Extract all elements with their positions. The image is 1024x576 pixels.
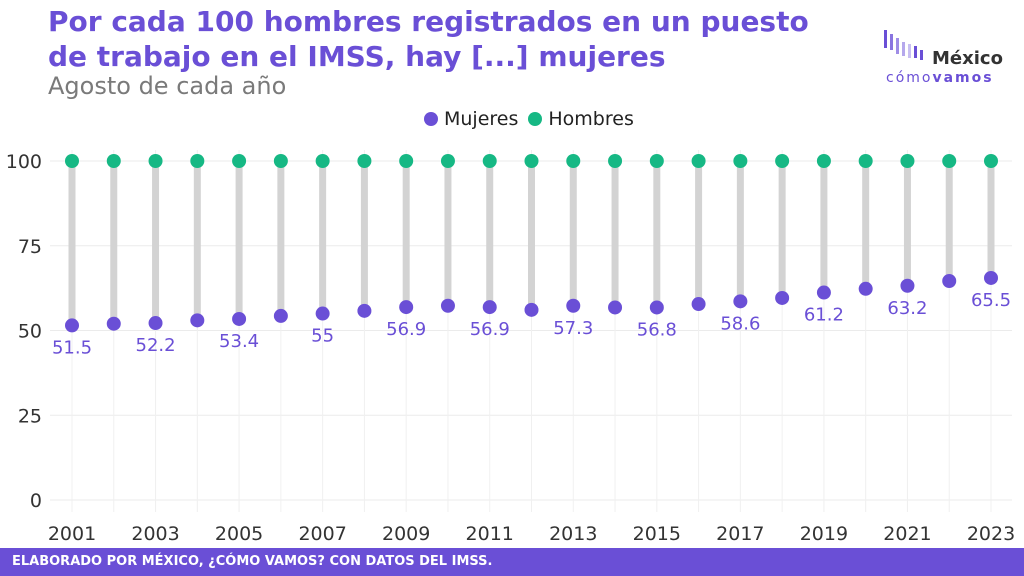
- men-point: [65, 154, 79, 168]
- y-tick-label: 100: [6, 151, 42, 173]
- women-point: [733, 294, 748, 309]
- legend-men-marker: [528, 112, 543, 126]
- legend-item-women: Mujeres: [424, 108, 518, 130]
- logo-sub-text: cómovamos: [886, 70, 994, 86]
- legend-men-label: Hombres: [548, 108, 634, 130]
- men-point: [649, 154, 664, 168]
- x-tick-label: 2005: [215, 523, 263, 545]
- men-point: [858, 154, 873, 168]
- women-point: [608, 300, 623, 315]
- logo-bars-icon: [884, 30, 923, 60]
- women-data-label: 53.4: [219, 331, 259, 352]
- women-point: [816, 285, 831, 300]
- x-tick-label: 2009: [382, 523, 430, 545]
- women-point: [649, 300, 664, 315]
- women-data-label: 56.8: [637, 319, 677, 340]
- women-point: [440, 298, 455, 313]
- women-data-label: 63.2: [887, 298, 927, 319]
- mexico-como-vamos-logo: México cómovamos: [882, 28, 1012, 88]
- legend-item-men: Hombres: [528, 108, 634, 130]
- women-data-label: 56.9: [386, 319, 426, 340]
- men-point: [984, 154, 998, 168]
- men-point: [900, 154, 915, 168]
- x-tick-label: 2003: [131, 523, 179, 545]
- men-point: [357, 154, 372, 168]
- x-tick-label: 2017: [716, 523, 764, 545]
- women-point: [357, 303, 372, 318]
- men-point: [315, 154, 330, 168]
- logo-main-text: México: [932, 48, 1003, 69]
- women-point: [232, 311, 247, 326]
- men-point: [733, 154, 748, 168]
- y-tick-label: 0: [30, 490, 42, 512]
- women-data-label: 61.2: [804, 305, 844, 326]
- women-point: [900, 278, 915, 293]
- women-data-label: 52.2: [136, 335, 176, 356]
- women-point: [524, 302, 539, 317]
- men-point: [524, 154, 539, 168]
- women-data-label: 56.9: [470, 319, 510, 340]
- x-tick-label: 2013: [549, 523, 597, 545]
- chart-subtitle: Agosto de cada año: [48, 72, 287, 100]
- men-point: [942, 154, 957, 168]
- men-point: [566, 154, 581, 168]
- women-point: [106, 316, 121, 331]
- women-data-label: 58.6: [720, 313, 760, 334]
- women-data-label: 57.3: [553, 318, 593, 339]
- women-point: [190, 313, 205, 328]
- y-tick-label: 75: [18, 236, 42, 258]
- x-tick-label: 2015: [633, 523, 681, 545]
- women-data-label: 65.5: [971, 290, 1011, 311]
- legend-women-marker: [424, 112, 438, 126]
- x-tick-label: 2021: [883, 523, 931, 545]
- x-tick-label: 2023: [967, 523, 1015, 545]
- men-point: [608, 154, 623, 168]
- legend-women-label: Mujeres: [444, 108, 519, 130]
- y-tick-label: 25: [18, 405, 42, 427]
- women-point: [148, 316, 163, 331]
- men-point: [190, 154, 205, 168]
- legend: Mujeres Hombres: [424, 108, 644, 130]
- women-point: [942, 274, 957, 289]
- women-point: [65, 318, 79, 333]
- women-point: [482, 300, 497, 315]
- women-point: [775, 290, 790, 305]
- men-point: [440, 154, 455, 168]
- chart-title: Por cada 100 hombres registrados en un p…: [48, 5, 809, 73]
- x-tick-label: 2011: [466, 523, 514, 545]
- x-tick-label: 2007: [298, 523, 346, 545]
- women-point: [273, 308, 288, 323]
- dumbbell-chart: 0 25 50 75 100 2001 2003 2005 2007 2009 2011 2013 20…: [6, 150, 1015, 545]
- men-point: [232, 154, 247, 168]
- women-point: [566, 298, 581, 313]
- men-point: [273, 154, 288, 168]
- men-point: [775, 154, 790, 168]
- men-point: [399, 154, 414, 168]
- women-data-label: 51.5: [52, 337, 92, 358]
- x-tick-label: 2001: [48, 523, 96, 545]
- footer-source: ELABORADO POR MÉXICO, ¿CÓMO VAMOS? CON D…: [0, 548, 1024, 576]
- women-point: [984, 270, 998, 285]
- men-point: [148, 154, 163, 168]
- men-point: [691, 154, 706, 168]
- men-point: [816, 154, 831, 168]
- x-tick-label: 2019: [800, 523, 848, 545]
- men-point: [482, 154, 497, 168]
- women-point: [691, 297, 706, 312]
- women-point: [399, 300, 414, 315]
- women-point: [858, 281, 873, 296]
- women-data-label: 55: [311, 326, 334, 347]
- women-point: [315, 306, 330, 321]
- y-tick-label: 50: [18, 321, 42, 343]
- men-point: [106, 154, 121, 168]
